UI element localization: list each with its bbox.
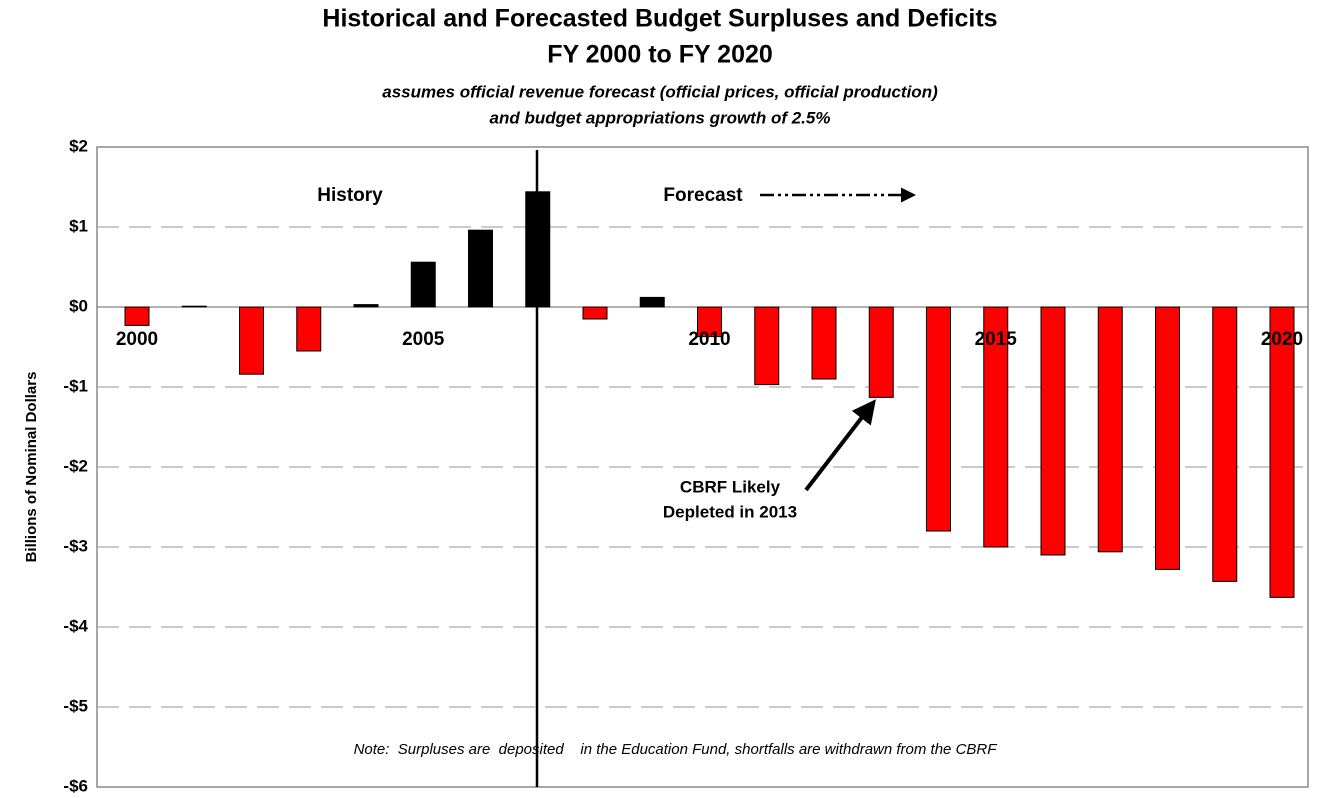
bar <box>697 306 722 338</box>
bar <box>239 306 264 375</box>
x-tick-label: 2005 <box>402 329 445 350</box>
x-tick-label: 2010 <box>688 329 730 350</box>
bar <box>1097 306 1123 553</box>
bar <box>811 306 837 380</box>
y-tick-label: -$1 <box>63 376 88 395</box>
y-tick-label: $1 <box>69 216 88 235</box>
history-label: History <box>317 185 383 206</box>
cbrf-arrow <box>804 399 876 492</box>
bar <box>1155 306 1180 570</box>
chart-title: FY 2000 to FY 2020 <box>547 41 773 69</box>
y-tick-label: -$5 <box>63 696 88 715</box>
x-tick-label: 2000 <box>116 329 158 350</box>
bar <box>926 306 951 532</box>
chart-title: Historical and Forecasted Budget Surplus… <box>322 5 997 33</box>
x-tick-label: 2020 <box>1261 329 1303 350</box>
forecast-label: Forecast <box>663 185 743 206</box>
y-tick-label: -$2 <box>63 456 88 475</box>
bar <box>353 304 379 308</box>
bar <box>639 296 665 308</box>
cbrf-annotation: Depleted in 2013 <box>663 502 797 521</box>
plot: -$6 -$5 -$4 -$3 -$2 -$1 $0 $1 $2 2000 2005 2010 2015… <box>63 136 1308 795</box>
bar <box>410 261 436 308</box>
cbrf-annotation: CBRF Likely <box>680 477 781 496</box>
bar <box>1212 306 1238 582</box>
note: Note: Surpluses are deposited in the Edu… <box>354 741 998 758</box>
bar <box>582 306 608 320</box>
y-tick-label: -$4 <box>63 616 88 635</box>
x-tick-label: 2015 <box>975 329 1018 350</box>
bar <box>1269 306 1295 598</box>
bar <box>868 306 894 398</box>
bar <box>983 306 1009 548</box>
bar <box>468 229 493 308</box>
chart-subtitle: assumes official revenue forecast (offic… <box>382 82 938 101</box>
bar <box>181 305 207 308</box>
y-tick-label: $2 <box>69 136 88 155</box>
y-tick-label: -$3 <box>63 536 88 555</box>
y-tick-label: -$6 <box>63 776 88 795</box>
chart-subtitle: and budget appropriations growth of 2.5% <box>490 108 831 127</box>
bar <box>754 306 780 386</box>
bar <box>296 306 322 352</box>
y-tick-label: $0 <box>69 296 88 315</box>
bar <box>1040 306 1066 556</box>
y-axis-label: Billions of Nominal Dollars <box>23 372 40 563</box>
bar <box>124 306 150 326</box>
